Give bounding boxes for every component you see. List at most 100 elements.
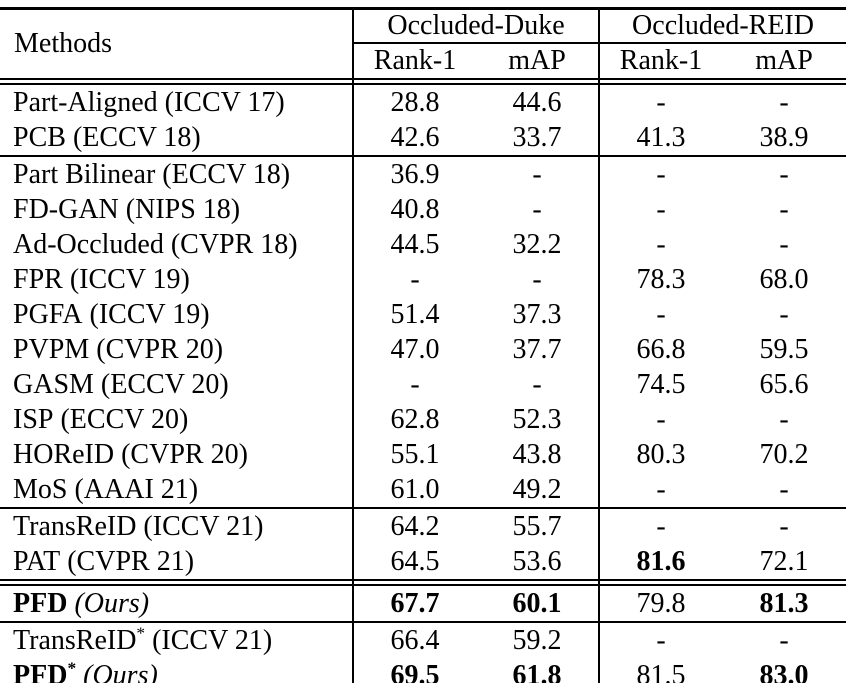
value-cell: 83.0 bbox=[759, 659, 809, 683]
group-header-occluded-duke: Occluded-Duke bbox=[351, 8, 600, 44]
method-cell: GASM (ECCV 20) bbox=[0, 367, 353, 402]
value-cell: 40.8 bbox=[352, 192, 476, 227]
method-name: MoS bbox=[13, 473, 68, 505]
double-rule bbox=[0, 579, 846, 586]
table-row: MoS (AAAI 21) 61.0 49.2 - - bbox=[0, 472, 846, 508]
value-cell: - bbox=[598, 192, 723, 227]
method-venue: (ICCV 19) bbox=[82, 298, 210, 330]
value-cell: - bbox=[779, 228, 789, 260]
method-name: HOReID bbox=[13, 438, 115, 470]
value-cell: 37.7 bbox=[512, 333, 562, 365]
value-cell: 81.6 bbox=[598, 544, 723, 580]
method-name: TransReID bbox=[13, 510, 137, 542]
value-cell: - bbox=[598, 507, 723, 544]
table-row: PAT (CVPR 21) 64.5 53.6 81.6 72.1 bbox=[0, 544, 846, 580]
method-cell: FD-GAN (NIPS 18) bbox=[0, 192, 353, 227]
value-cell: - bbox=[722, 621, 846, 658]
value-cell: - bbox=[532, 368, 542, 400]
value-cell: 62.8 bbox=[352, 402, 476, 437]
value-cell: 72.1 bbox=[759, 545, 809, 577]
value-cell: 37.3 bbox=[512, 298, 562, 330]
value-cell: 68.0 bbox=[759, 263, 809, 295]
value-cell: - bbox=[779, 473, 789, 505]
value-cell: 80.3 bbox=[598, 437, 723, 472]
method-cell: PFD (Ours) bbox=[0, 585, 353, 622]
table-row-ours: PFD* (Ours) 69.5 61.8 81.5 83.0 bbox=[0, 658, 846, 683]
method-name: Ad-Occluded bbox=[13, 228, 164, 260]
table-row: Ad-Occluded (CVPR 18) 44.5 32.2 - - bbox=[0, 227, 846, 262]
method-name: PGFA bbox=[13, 298, 83, 330]
value-cell: - bbox=[779, 193, 789, 225]
value-cell: 70.2 bbox=[759, 438, 809, 470]
value-cell: - bbox=[598, 621, 723, 658]
value-cell: 55.1 bbox=[352, 437, 476, 472]
value-cell: 74.5 bbox=[598, 367, 723, 402]
asterisk-superscript: * bbox=[136, 623, 146, 643]
method-venue: (CVPR 21) bbox=[60, 545, 195, 577]
table-row: PVPM (CVPR 20) 47.0 37.7 66.8 59.5 bbox=[0, 332, 846, 367]
method-cell: MoS (AAAI 21) bbox=[0, 472, 353, 508]
value-cell: - bbox=[532, 263, 542, 295]
method-name: FPR bbox=[13, 263, 63, 295]
value-cell: 78.3 bbox=[598, 262, 723, 297]
method-cell: ISP (ECCV 20) bbox=[0, 402, 353, 437]
value-cell: 53.6 bbox=[512, 545, 562, 577]
method-venue: (Ours) bbox=[76, 659, 158, 683]
value-cell: - bbox=[532, 193, 542, 225]
value-cell: - bbox=[598, 155, 723, 192]
value-cell: 81.5 bbox=[598, 658, 723, 683]
method-venue: (CVPR 20) bbox=[114, 438, 248, 470]
value-cell: - bbox=[476, 155, 600, 192]
table-row: HOReID (CVPR 20) 55.1 43.8 80.3 70.2 bbox=[0, 437, 846, 472]
method-name: PVPM bbox=[13, 333, 90, 365]
value-cell: 61.8 bbox=[512, 659, 562, 683]
method-venue: (AAAI 21) bbox=[67, 473, 199, 505]
value-cell: - bbox=[352, 367, 476, 402]
table-row: PGFA (ICCV 19) 51.4 37.3 - - bbox=[0, 297, 846, 332]
method-venue: (CVPR 20) bbox=[89, 333, 224, 365]
method-name: Part Bilinear bbox=[13, 158, 156, 190]
method-venue: (CVPR 18) bbox=[163, 228, 298, 260]
value-cell: 51.4 bbox=[352, 297, 476, 332]
method-venue: (ICCV 21) bbox=[136, 510, 264, 542]
method-venue: (Ours) bbox=[67, 587, 150, 619]
value-cell: 59.5 bbox=[759, 333, 809, 365]
value-cell: 49.2 bbox=[512, 473, 562, 505]
method-cell: PVPM (CVPR 20) bbox=[0, 332, 353, 367]
method-name: TransReID bbox=[13, 624, 137, 656]
value-cell: 42.6 bbox=[352, 120, 476, 156]
group-header-occluded-reid: Occluded-REID bbox=[598, 8, 846, 44]
method-cell: Ad-Occluded (CVPR 18) bbox=[0, 227, 353, 262]
table-row: ISP (ECCV 20) 62.8 52.3 - - bbox=[0, 402, 846, 437]
method-cell: HOReID (CVPR 20) bbox=[0, 437, 353, 472]
value-cell: 65.6 bbox=[759, 368, 809, 400]
method-name: Part-Aligned bbox=[13, 86, 158, 118]
value-cell: - bbox=[779, 298, 789, 330]
value-cell: - bbox=[779, 403, 789, 435]
method-venue: (ECCV 18) bbox=[65, 121, 201, 153]
method-venue: (ICCV 19) bbox=[62, 263, 190, 295]
value-cell: 44.5 bbox=[352, 227, 476, 262]
value-cell: - bbox=[598, 402, 723, 437]
method-cell: TransReID* (ICCV 21) bbox=[0, 621, 353, 658]
method-name: PCB bbox=[13, 121, 66, 153]
method-cell: FPR (ICCV 19) bbox=[0, 262, 353, 297]
table-row: FD-GAN (NIPS 18) 40.8 - - - bbox=[0, 192, 846, 227]
method-cell: PCB (ECCV 18) bbox=[0, 120, 353, 156]
table-row: Part-Aligned (ICCV 17) 28.8 44.6 - - bbox=[0, 84, 846, 120]
value-cell: 38.9 bbox=[759, 121, 809, 153]
double-rule bbox=[0, 78, 846, 85]
method-cell: PFD* (Ours) bbox=[0, 658, 353, 683]
value-cell: 81.3 bbox=[759, 587, 809, 619]
value-cell: - bbox=[779, 86, 789, 118]
value-cell: 67.7 bbox=[352, 585, 476, 622]
table-row: Part Bilinear (ECCV 18) 36.9 - - - bbox=[0, 155, 846, 192]
method-name: PAT bbox=[13, 545, 61, 577]
method-name: PFD bbox=[13, 587, 68, 619]
table-row-ours: PFD (Ours) 67.7 60.1 79.8 81.3 bbox=[0, 585, 846, 622]
method-cell: Part Bilinear (ECCV 18) bbox=[0, 155, 353, 192]
value-cell: 41.3 bbox=[598, 120, 723, 156]
value-cell: 66.8 bbox=[598, 332, 723, 367]
value-cell: 44.6 bbox=[512, 86, 562, 118]
